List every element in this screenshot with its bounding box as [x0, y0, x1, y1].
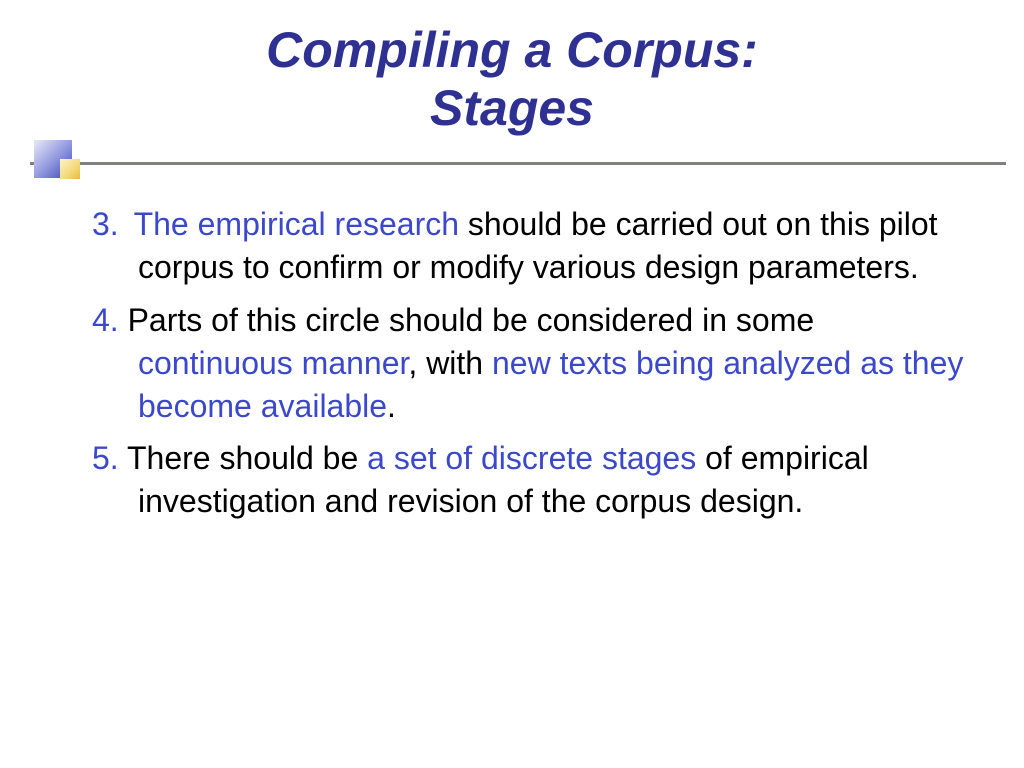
item-text: There should be	[119, 440, 367, 476]
title-line-2: Stages	[0, 80, 1024, 138]
item-number: 5.	[92, 440, 119, 476]
item-accent-text: The empirical research	[128, 206, 459, 242]
title-rule	[0, 151, 1024, 175]
item-number: 3.	[92, 206, 119, 242]
item-accent-text: continuous manner	[138, 345, 408, 381]
item-text: .	[387, 388, 396, 424]
item-accent-text: a set of discrete stages	[367, 440, 696, 476]
decor-square-front-icon	[60, 159, 80, 179]
list-item-3: 3. The empirical research should be carr…	[92, 203, 976, 289]
list-item-5: 5. There should be a set of discrete sta…	[92, 437, 976, 523]
item-number: 4.	[92, 302, 119, 338]
item-text: Parts of this circle should be considere…	[119, 302, 814, 338]
slide-body: 3. The empirical research should be carr…	[0, 203, 1024, 523]
title-line-1: Compiling a Corpus:	[0, 22, 1024, 80]
rule-line	[30, 162, 1006, 165]
list-item-4: 4. Parts of this circle should be consid…	[92, 299, 976, 428]
slide-title: Compiling a Corpus: Stages	[0, 0, 1024, 145]
item-text: , with	[408, 345, 492, 381]
slide: Compiling a Corpus: Stages	[0, 0, 1024, 768]
